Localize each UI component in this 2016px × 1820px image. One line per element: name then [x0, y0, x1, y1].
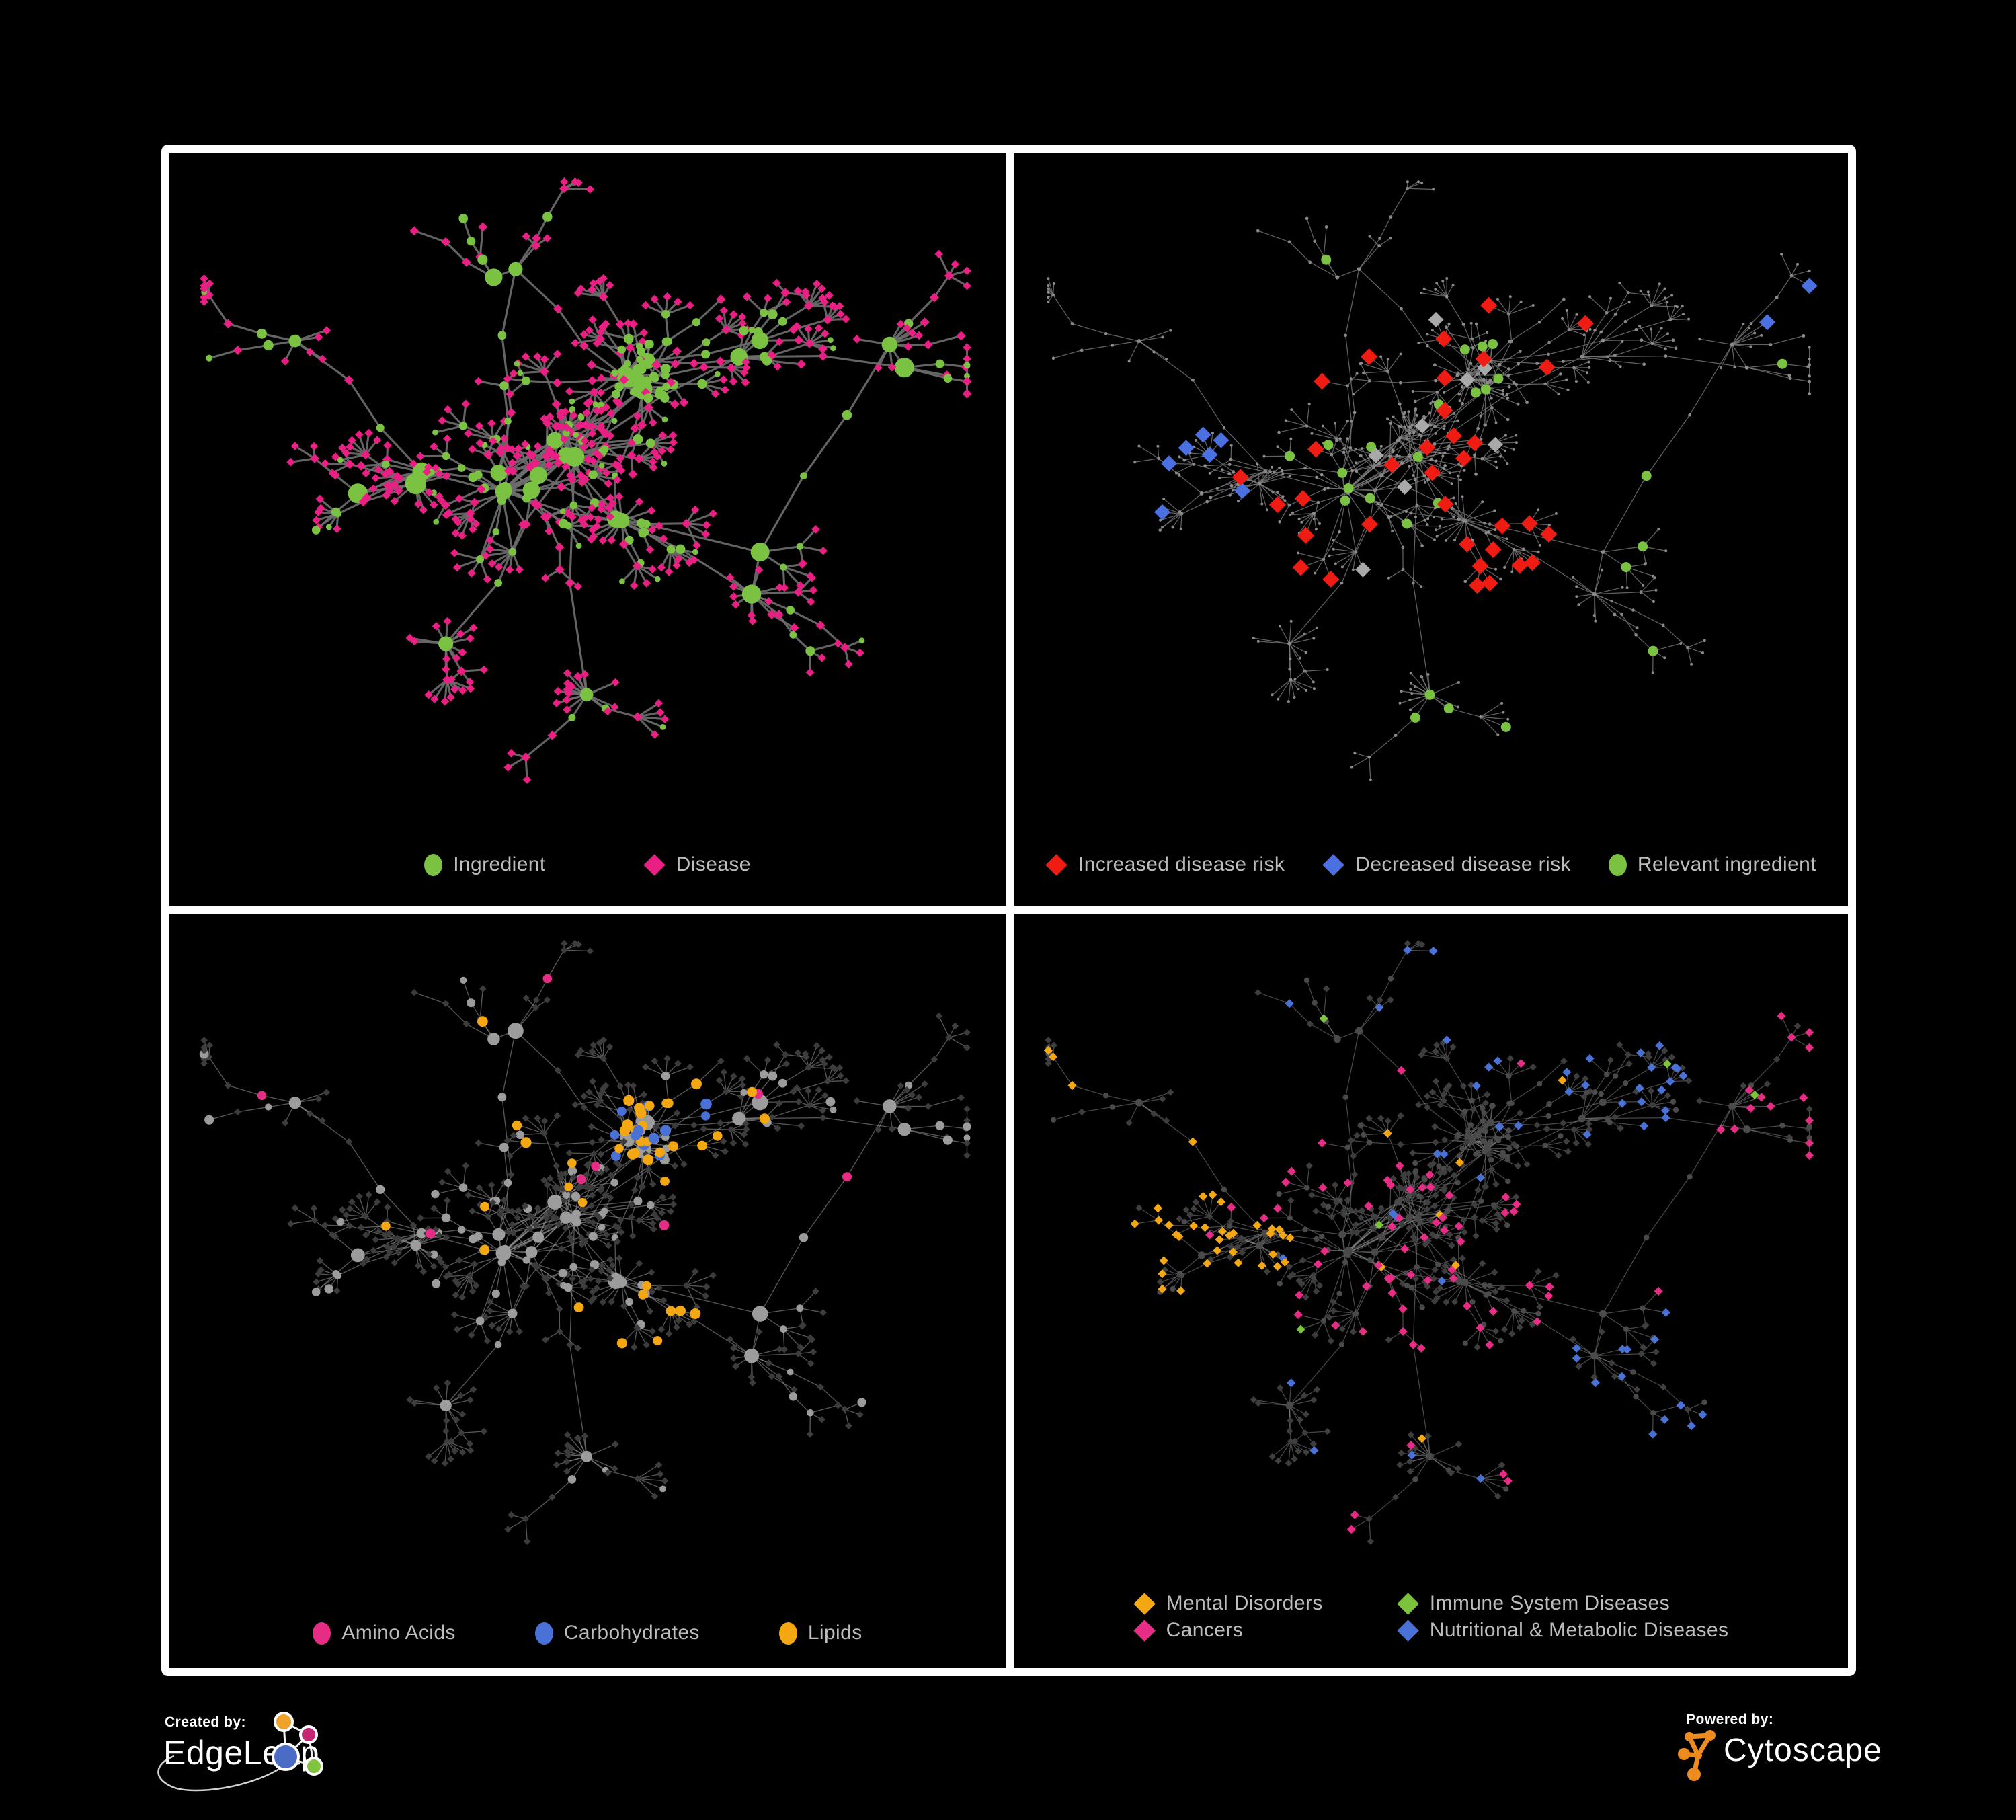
ingredient-disease-network-legend: Ingredient Disease — [169, 853, 1006, 876]
legend-item: Disease — [643, 853, 751, 876]
legend-ellipse-icon — [534, 1622, 553, 1645]
cytoscape-brand: Cytoscape — [1724, 1733, 1882, 1768]
legend-label: Mental Disorders — [1166, 1592, 1323, 1614]
panel-grid-frame: Ingredient Disease Increased disease risk… — [161, 145, 1856, 1676]
legend-label: Decreased disease risk — [1355, 853, 1571, 875]
legend-ellipse-icon — [778, 1622, 797, 1645]
legend-diamond-icon — [1133, 1592, 1156, 1615]
ingredient-disease-network-canvas — [200, 177, 972, 784]
cytoscape-logo-icon — [1678, 1730, 1716, 1781]
legend-label: Lipids — [807, 1622, 862, 1644]
legend-diamond-icon — [1396, 1592, 1419, 1615]
legend-item: Ingredient — [424, 853, 545, 876]
nutrient-class-network-canvas — [199, 939, 971, 1545]
legend-item: Mental Disorders — [1133, 1592, 1323, 1615]
edgeleap-logo-icon — [157, 1712, 323, 1792]
legend-ellipse-icon — [424, 853, 443, 876]
legend-label: Disease — [676, 853, 751, 875]
legend-ellipse-icon — [1608, 853, 1627, 876]
nutrient-class-network-legend: Amino Acids Carbohydrates Lipids — [169, 1622, 1006, 1645]
panel-ingredient-disease: Ingredient Disease — [169, 153, 1006, 906]
disease-risk-network-legend: Increased disease risk Decreased disease … — [1014, 853, 1848, 876]
powered-by-label: Powered by: — [1686, 1712, 1774, 1727]
legend-label: Cancers — [1166, 1619, 1244, 1641]
legend-label: Amino Acids — [341, 1622, 456, 1644]
legend-ellipse-icon — [313, 1622, 331, 1645]
legend-item: Relevant ingredient — [1608, 853, 1816, 876]
disease-class-network-legend: Mental Disorders Immune System Diseases Ca… — [1133, 1592, 1729, 1642]
created-by-label: Created by: — [165, 1714, 247, 1730]
legend-label: Relevant ingredient — [1637, 853, 1816, 875]
legend-item: Immune System Diseases — [1396, 1592, 1670, 1615]
legend-item: Cancers — [1133, 1619, 1244, 1642]
disease-risk-network-canvas — [1047, 180, 1818, 781]
legend-diamond-icon — [1133, 1619, 1156, 1642]
legend-item: Decreased disease risk — [1322, 853, 1571, 876]
legend-label: Increased disease risk — [1078, 853, 1285, 875]
legend-diamond-icon — [1322, 853, 1345, 876]
panel-disease-class: Mental Disorders Immune System Diseases Ca… — [1014, 914, 1848, 1668]
panel-disease-risk: Increased disease risk Decreased disease … — [1014, 153, 1848, 906]
legend-item: Increased disease risk — [1045, 853, 1285, 876]
legend-label: Carbohydrates — [563, 1622, 700, 1644]
legend-label: Immune System Diseases — [1429, 1592, 1670, 1614]
legend-diamond-icon — [1396, 1619, 1419, 1642]
legend-diamond-icon — [643, 853, 666, 876]
legend-label: Ingredient — [453, 853, 546, 875]
legend-item: Amino Acids — [313, 1622, 455, 1645]
legend-diamond-icon — [1045, 853, 1067, 876]
legend-item: Carbohydrates — [534, 1622, 700, 1645]
panel-nutrient-class: Amino Acids Carbohydrates Lipids — [169, 914, 1006, 1668]
legend-item: Nutritional & Metabolic Diseases — [1396, 1619, 1729, 1642]
legend-label: Nutritional & Metabolic Diseases — [1429, 1619, 1729, 1641]
disease-class-network-canvas — [1043, 940, 1814, 1545]
legend-item: Lipids — [778, 1622, 862, 1645]
